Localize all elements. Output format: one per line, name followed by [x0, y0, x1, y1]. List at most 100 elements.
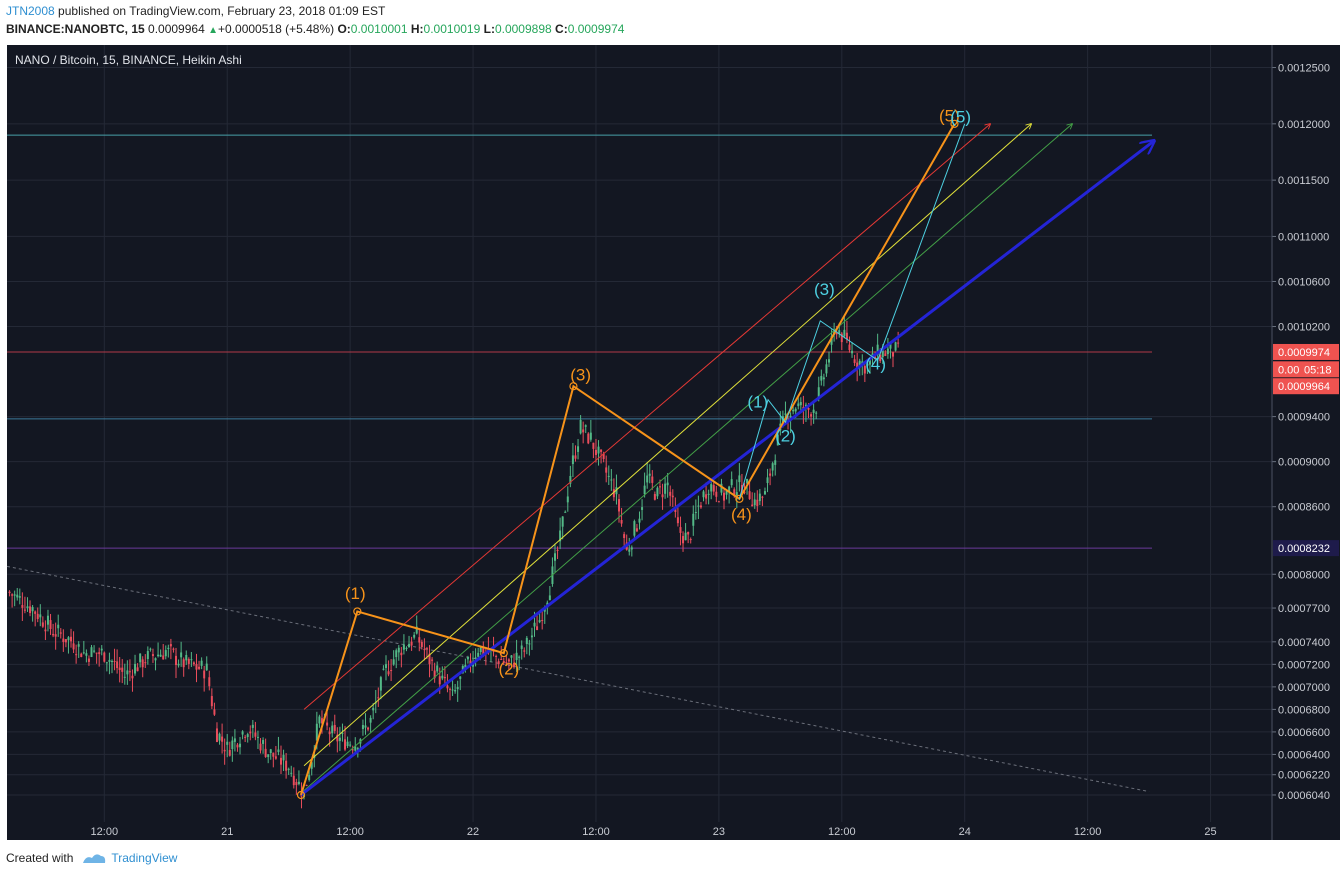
- close-label: C:: [555, 22, 568, 36]
- y-tick-label: 0.0010600: [1278, 276, 1330, 288]
- candle-body: [794, 408, 797, 412]
- candle-body: [425, 648, 428, 650]
- candle-body: [464, 665, 467, 669]
- candle-body: [315, 723, 318, 741]
- candle-body: [192, 662, 195, 665]
- candle-body: [889, 342, 892, 349]
- candle-body: [638, 518, 641, 523]
- candle-body: [121, 667, 124, 672]
- wave-label: (3): [570, 366, 591, 385]
- candle-body: [198, 666, 201, 669]
- plot-area[interactable]: [7, 45, 1272, 822]
- candle-body: [346, 741, 349, 747]
- candle-body: [607, 475, 610, 477]
- candle-body: [180, 652, 183, 658]
- candle-body: [195, 664, 198, 670]
- channel-line: [303, 124, 1031, 767]
- candle-body: [177, 663, 180, 666]
- wave-label: (4): [865, 354, 886, 373]
- candle-body: [200, 660, 203, 666]
- candle-body: [36, 613, 39, 619]
- price-axis[interactable]: [1272, 45, 1340, 822]
- wave-point: [499, 648, 508, 658]
- candle-body: [845, 332, 848, 340]
- candle-body: [384, 664, 387, 668]
- x-tick-label: 12:00: [91, 826, 119, 838]
- publish-info: JTN2008 published on TradingView.com, Fe…: [6, 4, 385, 18]
- close-value: 0.0009974: [567, 22, 625, 36]
- candle-body: [536, 626, 539, 631]
- candle-body: [710, 484, 713, 492]
- candle-body: [766, 477, 769, 483]
- candle-body: [892, 352, 895, 357]
- candle-body: [87, 658, 90, 662]
- candle-body: [743, 491, 746, 493]
- candle-body: [141, 659, 144, 668]
- candle-body: [694, 512, 697, 514]
- wave-point: [735, 494, 744, 503]
- candle-body: [77, 644, 80, 647]
- candle-body: [108, 659, 111, 662]
- candle-body: [446, 685, 449, 689]
- candle-body: [454, 690, 457, 692]
- candle-body: [162, 655, 165, 660]
- candle-body: [615, 487, 618, 495]
- candle-body: [59, 632, 62, 634]
- candle-body: [139, 653, 142, 663]
- candle-body: [822, 377, 825, 380]
- candle-body: [451, 689, 454, 691]
- candle-body: [564, 511, 567, 513]
- candle-body: [507, 659, 510, 662]
- candle-body: [753, 499, 756, 506]
- time-axis[interactable]: [7, 822, 1340, 840]
- candle-body: [723, 492, 726, 501]
- candle-body: [566, 496, 569, 503]
- price-axis-badge: [1273, 361, 1339, 378]
- candle-body: [894, 342, 897, 351]
- candle-body: [333, 724, 336, 731]
- candle-body: [812, 409, 815, 413]
- candle-body: [518, 656, 521, 658]
- candle-body: [502, 661, 505, 664]
- y-tick-label: 0.0011000: [1278, 231, 1329, 243]
- price-change: +0.0000518 (+5.48%): [218, 22, 335, 36]
- candle-body: [661, 494, 664, 498]
- candle-body: [80, 653, 83, 657]
- candle-body: [57, 624, 60, 629]
- candle-body: [456, 687, 459, 690]
- orange-elliott-wave: [300, 123, 956, 796]
- author-link[interactable]: JTN2008: [6, 4, 55, 18]
- x-tick-label: 22: [467, 826, 479, 838]
- countdown-label: 05:18: [1304, 364, 1332, 376]
- low-value: 0.0009898: [494, 22, 552, 36]
- candle-body: [175, 655, 178, 666]
- x-tick-label: 12:00: [828, 826, 856, 838]
- candle-body: [356, 748, 359, 750]
- candle-body: [377, 697, 380, 699]
- candle-body: [382, 668, 385, 670]
- tradingview-link[interactable]: TradingView: [111, 851, 178, 865]
- x-tick-label: 12:00: [582, 826, 610, 838]
- candle-body: [336, 734, 339, 742]
- candle-body: [605, 467, 608, 473]
- candle-body: [361, 725, 364, 730]
- candle-body: [633, 521, 636, 536]
- candle-body: [559, 530, 562, 542]
- price-axis-badge-text: 0.0009974: [1278, 347, 1330, 359]
- candle-body: [863, 365, 866, 374]
- open-value: 0.0010001: [350, 22, 408, 36]
- price-axis-badge-prefix: 0.00: [1278, 364, 1299, 376]
- candle-body: [295, 782, 298, 786]
- candle-body: [392, 659, 395, 665]
- candle-body: [167, 647, 170, 650]
- candle-body: [41, 622, 44, 627]
- candle-body: [205, 663, 208, 671]
- y-tick-label: 0.0007200: [1278, 659, 1330, 671]
- price-axis-badge: [1273, 540, 1339, 557]
- candle-body: [553, 553, 556, 561]
- candle-body: [797, 403, 800, 407]
- candle-body: [221, 736, 224, 742]
- candle-body: [410, 641, 413, 646]
- candle-body: [418, 637, 421, 643]
